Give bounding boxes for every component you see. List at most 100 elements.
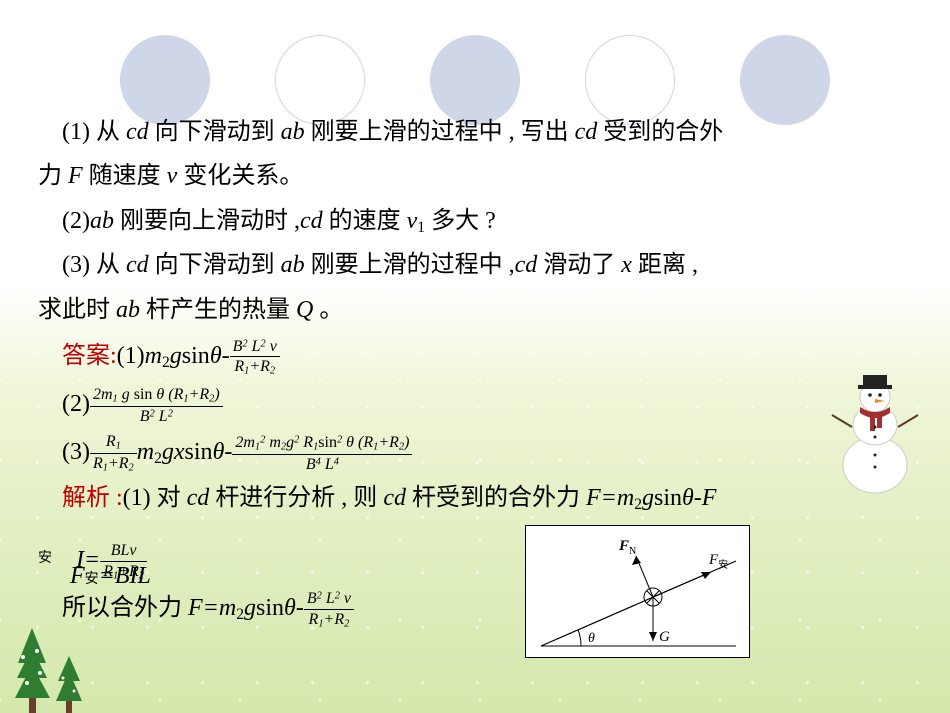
s4-m: m — [219, 595, 236, 621]
s1-cd: cd — [187, 485, 210, 511]
a1-a: (1) — [117, 343, 145, 369]
s3b-L: L — [138, 563, 151, 589]
s1-sin: sin — [654, 485, 682, 511]
q3-text-g: 杆产生的热量 — [140, 297, 296, 323]
sym-cd-4: cd — [126, 252, 149, 278]
s2-an: 安 — [38, 546, 52, 572]
s4-g: g — [244, 595, 256, 621]
answer-3: (3)R1R1+R2m2gxsinθ-2m12 m2g2 R1sin2 θ (R… — [38, 428, 912, 476]
a1-sin: sin — [182, 343, 210, 369]
q2-text-c: 的速度 — [323, 208, 407, 234]
sym-cd-2: cd — [575, 119, 598, 145]
question-1-line2: 力 F 随速度 v 变化关系。 — [38, 154, 912, 198]
s3b-line: F安=BIL — [70, 554, 151, 598]
s1-cd2: cd — [383, 485, 406, 511]
sym-ab-4: ab — [116, 297, 140, 323]
solution-1: 解析 :(1) 对 cd 杆进行分析 , 则 cd 杆受到的合外力 F=m2gs… — [38, 476, 912, 520]
s4-m2: 2 — [236, 606, 244, 623]
answer-1: 答案:(1)m2gsinθ-B2 L2 vR1+R2 — [38, 332, 912, 380]
q3-text-a: (3) 从 — [62, 252, 126, 278]
s1-F: F — [586, 485, 601, 511]
s4-theta: θ — [284, 595, 296, 621]
question-3-line1: (3) 从 cd 向下滑动到 ab 刚要上滑的过程中 ,cd 滑动了 x 距离 … — [38, 243, 912, 287]
sym-v: v — [167, 163, 178, 189]
a2-a: (2) — [62, 391, 90, 417]
s4-eq: = — [203, 595, 219, 621]
a1-g: g — [170, 343, 182, 369]
s1-a: (1) 对 — [123, 485, 187, 511]
q3-text-f: 求此时 — [38, 297, 116, 323]
a3-minus: - — [224, 439, 232, 465]
s3b-eq: = — [99, 563, 115, 589]
q1-text-d: 受到的合外 — [597, 119, 723, 145]
a1-m2: 2 — [162, 354, 170, 371]
sym-F: F — [68, 163, 83, 189]
q3-text-e: 距离 , — [632, 252, 698, 278]
a1-m: m — [145, 343, 162, 369]
a3-m: m — [137, 439, 154, 465]
solution-label: 解析 : — [62, 485, 123, 511]
q1-text-f: 随速度 — [83, 163, 167, 189]
a3-x: x — [174, 439, 185, 465]
s4-frac: B2 L2 vR1+R2 — [304, 590, 354, 630]
content-area: (1) 从 cd 向下滑动到 ab 刚要上滑的过程中 , 写出 cd 受到的合外… — [38, 110, 912, 632]
tree-2 — [55, 653, 83, 713]
sym-v1-sub: 1 — [417, 219, 425, 236]
s1-m: m — [617, 485, 634, 511]
sym-v1: v — [407, 208, 418, 234]
s1-g: g — [642, 485, 654, 511]
s4-minus: - — [296, 595, 304, 621]
q3-text-c: 刚要上滑的过程中 , — [305, 252, 515, 278]
q2-text-b: 刚要向上滑动时 , — [114, 208, 300, 234]
answer-2: (2)2m1 g sin θ (R1+R2)B2 L2 — [38, 380, 912, 428]
s4-sin: sin — [256, 595, 284, 621]
sym-Q: Q — [296, 297, 313, 323]
sym-ab-3: ab — [281, 252, 305, 278]
s1-F2: F — [702, 485, 717, 511]
answer-label: 答案: — [62, 343, 117, 369]
a3-theta: θ — [213, 439, 225, 465]
a2-frac: 2m1 g sin θ (R1+R2)B2 L2 — [90, 386, 223, 426]
s1-eq: = — [601, 485, 617, 511]
sym-x: x — [621, 252, 632, 278]
a3-frac2: 2m12 m2g2 R1sin2 θ (R1+R2)B4 L4 — [232, 434, 412, 474]
a3-a: (3) — [62, 439, 90, 465]
tree-1 — [15, 623, 50, 713]
q2-text-d: 多大 ? — [425, 208, 496, 234]
sym-ab-2: ab — [90, 208, 114, 234]
s1-minus: - — [694, 485, 702, 511]
a3-sin: sin — [185, 439, 213, 465]
s1-b: 杆进行分析 , 则 — [209, 485, 383, 511]
q3-text-d: 滑动了 — [537, 252, 621, 278]
s1-c: 杆受到的合外力 — [406, 485, 586, 511]
sym-ab: ab — [281, 119, 305, 145]
question-1-line1: (1) 从 cd 向下滑动到 ab 刚要上滑的过程中 , 写出 cd 受到的合外 — [38, 110, 912, 154]
q3-text-b: 向下滑动到 — [149, 252, 281, 278]
q1-text-e: 力 — [38, 163, 68, 189]
q1-text-a: (1) 从 — [62, 119, 126, 145]
question-3-line2: 求此时 ab 杆产生的热量 Q 。 — [38, 288, 912, 332]
s1-m2: 2 — [634, 496, 642, 513]
s4-a: 所以合外力 — [62, 595, 188, 621]
a1-minus: - — [222, 343, 230, 369]
question-2: (2)ab 刚要向上滑动时 ,cd 的速度 v1 多大 ? — [38, 199, 912, 243]
a1-frac: B2 L2 vR1+R2 — [230, 338, 280, 378]
s3b-B: B — [115, 563, 130, 589]
a1-theta: θ — [210, 343, 222, 369]
sym-cd: cd — [126, 119, 149, 145]
slide-root: θ FN F安 G (1) 从 cd 向下滑动到 ab 刚要上滑的过程中 , 写… — [0, 0, 950, 713]
a3-frac1: R1R1+R2 — [90, 433, 137, 474]
s4-F: F — [188, 595, 203, 621]
a3-m2: 2 — [154, 450, 162, 467]
a3-g: g — [162, 439, 174, 465]
q2-text-a: (2) — [62, 208, 90, 234]
s3b-F: F — [70, 563, 85, 589]
s3b-an: 安 — [85, 572, 99, 587]
s1-theta: θ — [682, 485, 694, 511]
q1-text-b: 向下滑动到 — [149, 119, 281, 145]
s3b-I: I — [130, 563, 138, 589]
sym-cd-5: cd — [515, 252, 538, 278]
sym-cd-3: cd — [300, 208, 323, 234]
q1-text-g: 变化关系。 — [177, 163, 303, 189]
q3-text-h: 。 — [313, 297, 343, 323]
